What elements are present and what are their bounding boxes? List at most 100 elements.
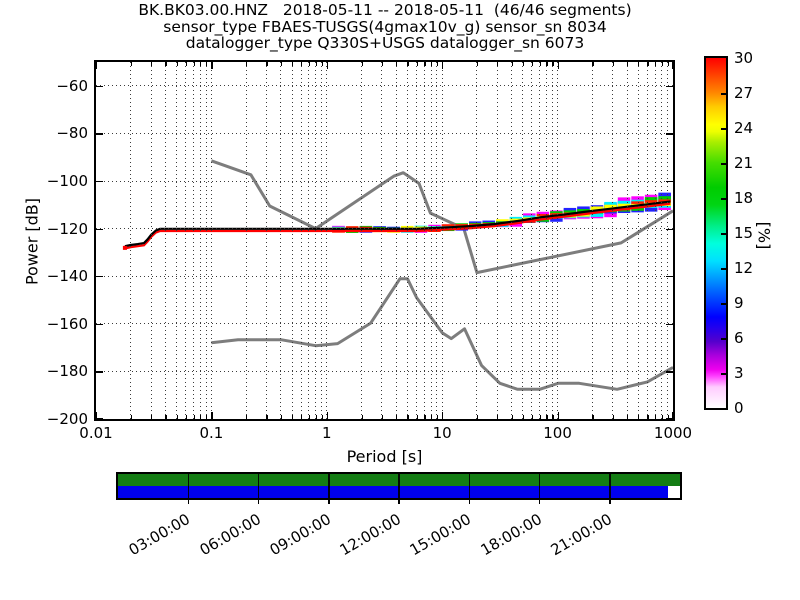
x-major-tick: [557, 62, 559, 69]
x-minor-tick: [185, 415, 187, 419]
grid-line-vertical: [406, 62, 408, 419]
x-minor-tick: [151, 415, 153, 419]
x-tick-label: 0.01: [79, 424, 113, 442]
x-minor-tick: [592, 415, 594, 419]
timeline-tick: [398, 474, 400, 498]
x-minor-tick: [206, 62, 208, 66]
x-minor-tick: [627, 415, 629, 419]
grid-line-horizontal: [96, 228, 673, 230]
x-minor-tick: [546, 415, 548, 419]
y-major-tick: [666, 417, 673, 419]
x-major-tick: [557, 412, 559, 419]
grid-line-horizontal: [96, 370, 673, 372]
time-tick-label: 09:00:00: [266, 510, 334, 560]
y-tick-label: −100: [46, 172, 88, 190]
x-minor-tick: [193, 415, 195, 419]
time-tick-label: 12:00:00: [336, 510, 404, 560]
colorbar-tick-label: 3: [734, 364, 744, 382]
grid-line-vertical: [395, 62, 397, 419]
grid-line-vertical: [361, 62, 363, 419]
x-minor-tick: [431, 415, 433, 419]
x-minor-tick: [592, 62, 594, 66]
x-minor-tick: [476, 62, 479, 66]
timeline-tick: [257, 474, 260, 498]
x-minor-tick: [165, 62, 167, 66]
grid-line-vertical: [265, 62, 267, 419]
x-minor-tick: [130, 62, 132, 66]
x-minor-tick: [200, 62, 202, 66]
x-minor-tick: [647, 415, 649, 419]
grid-line-vertical: [511, 62, 513, 419]
colorbar-tick: [721, 233, 726, 235]
x-minor-tick: [308, 415, 311, 419]
y-major-tick: [96, 133, 103, 135]
y-tick-label: −200: [46, 410, 88, 428]
histogram-cell: [455, 224, 468, 227]
time-tick-label: 15:00:00: [406, 510, 475, 560]
grid-line-vertical: [416, 62, 418, 419]
colorbar-tick-label: 30: [734, 49, 754, 67]
grid-line-vertical: [441, 62, 443, 419]
grid-line-vertical: [315, 62, 317, 419]
colorbar-tick-label: 6: [734, 329, 744, 347]
colorbar-gradient: [706, 58, 726, 408]
colorbar-tick-label: 18: [734, 189, 754, 207]
timeline-tick-notch: [187, 500, 189, 504]
y-tick-label: −120: [46, 219, 88, 238]
x-minor-tick: [246, 62, 248, 66]
histogram-cell: [345, 226, 359, 229]
colorbar-tick-label: 24: [734, 119, 754, 137]
x-minor-tick: [655, 62, 657, 66]
x-minor-tick: [522, 415, 525, 419]
x-tick-label: 100: [543, 424, 572, 442]
colorbar-tick: [721, 303, 726, 305]
timeline-tick-notch: [398, 500, 400, 504]
x-major-tick: [442, 62, 444, 69]
grid-line-vertical: [496, 62, 498, 419]
colorbar-tick: [721, 128, 726, 130]
x-minor-tick: [416, 415, 418, 419]
x-minor-tick: [315, 62, 317, 66]
x-minor-tick: [424, 415, 426, 419]
y-major-tick: [666, 371, 673, 373]
grid-line-vertical: [430, 62, 432, 419]
x-minor-tick: [396, 62, 398, 66]
grid-line-vertical: [321, 62, 323, 419]
grid-line-vertical: [130, 62, 132, 419]
grid-line-vertical: [308, 62, 310, 419]
grid-line-vertical: [436, 62, 438, 419]
y-major-tick: [96, 323, 103, 325]
x-minor-tick: [130, 415, 132, 419]
y-major-tick: [666, 276, 673, 278]
x-minor-tick: [661, 415, 663, 419]
x-minor-tick: [396, 415, 398, 419]
x-minor-tick: [497, 62, 499, 66]
y-major-tick: [666, 323, 673, 325]
x-minor-tick: [655, 415, 657, 419]
x-axis-label: Period [s]: [346, 447, 423, 466]
grid-line-vertical: [205, 62, 207, 419]
sensor-subtitle: sensor_type FBAES-TUSGS(4gmax10v_g) sens…: [163, 17, 607, 36]
grid-line-vertical: [626, 62, 628, 419]
x-minor-tick: [612, 415, 614, 419]
grid-line-horizontal: [96, 275, 673, 277]
figure-title: BK.BK03.00.HNZ 2018-05-11 -- 2018-05-11 …: [138, 1, 632, 19]
y-major-tick: [96, 85, 103, 87]
x-minor-tick: [511, 415, 513, 419]
grid-line-horizontal: [96, 85, 673, 87]
x-minor-tick: [301, 62, 303, 66]
histogram-cell: [550, 213, 563, 216]
grid-line-vertical: [185, 62, 187, 419]
histogram-cell: [644, 200, 658, 203]
x-minor-tick: [292, 62, 294, 66]
x-minor-tick: [266, 62, 268, 66]
grid-line-vertical: [661, 62, 663, 419]
datalogger-subtitle: datalogger_type Q330S+USGS datalogger_sn…: [185, 34, 585, 52]
x-minor-tick: [321, 62, 323, 66]
y-major-tick: [96, 371, 103, 373]
colorbar-tick-label: 21: [734, 154, 754, 172]
x-minor-tick: [531, 62, 534, 66]
grid-line-vertical: [654, 62, 656, 419]
grid-line-vertical: [545, 62, 547, 419]
grid-line-vertical: [551, 62, 553, 419]
